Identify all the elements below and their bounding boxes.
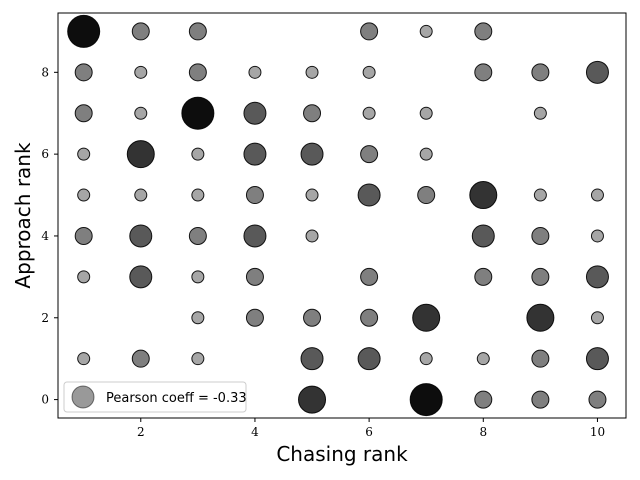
legend-box (63, 381, 247, 413)
data-point (300, 347, 324, 371)
data-point (588, 390, 607, 409)
data-point (305, 229, 319, 243)
data-point (474, 390, 493, 409)
data-point (585, 347, 609, 371)
data-point (74, 104, 93, 123)
data-point (77, 188, 91, 202)
ticks-layer: 2 4 6 8 10 0 2 4 6 8 (41, 65, 605, 439)
data-point (243, 142, 267, 166)
data-point (531, 267, 550, 286)
data-point (531, 63, 550, 82)
data-point (531, 349, 550, 368)
data-point (67, 14, 101, 48)
y-tick-label: 0 (41, 393, 49, 407)
data-point (126, 140, 155, 169)
x-tick-label: 4 (251, 425, 259, 439)
data-point (303, 308, 322, 327)
points-layer (67, 14, 609, 417)
legend-marker (71, 385, 95, 409)
data-point (134, 65, 148, 79)
data-point (419, 24, 433, 38)
x-tick-label: 8 (479, 425, 487, 439)
data-point (129, 224, 153, 248)
data-point (419, 147, 433, 161)
data-point (77, 352, 91, 366)
data-point (245, 308, 264, 327)
data-point (533, 188, 547, 202)
data-point (181, 96, 215, 130)
data-point (243, 101, 267, 125)
data-point (248, 65, 262, 79)
data-point (412, 303, 441, 332)
data-point (131, 349, 150, 368)
data-point (305, 188, 319, 202)
data-point (526, 303, 555, 332)
legend-label: Pearson coeff = -0.33 (106, 391, 247, 406)
data-point (188, 22, 207, 41)
data-point (300, 142, 324, 166)
data-point (419, 352, 433, 366)
x-tick-label: 10 (590, 425, 605, 439)
y-axis-label: Approach rank (11, 142, 35, 289)
data-point (360, 22, 379, 41)
data-point (191, 352, 205, 366)
data-point (303, 104, 322, 123)
data-point (191, 188, 205, 202)
data-point (74, 226, 93, 245)
data-point (77, 147, 91, 161)
data-point (590, 311, 604, 325)
x-tick-label: 6 (365, 425, 373, 439)
data-point (298, 385, 327, 414)
data-point (362, 65, 376, 79)
y-tick-label: 8 (41, 65, 49, 79)
data-point (245, 186, 264, 205)
data-point (305, 65, 319, 79)
y-tick-label: 4 (41, 229, 49, 243)
data-point (417, 186, 436, 205)
data-point (357, 183, 381, 207)
data-point (474, 63, 493, 82)
data-point (474, 22, 493, 41)
data-point (129, 265, 153, 289)
data-point (471, 224, 495, 248)
data-point (191, 147, 205, 161)
x-axis-label: Chasing rank (276, 442, 408, 466)
data-point (191, 311, 205, 325)
data-point (188, 63, 207, 82)
data-point (362, 106, 376, 120)
data-point (360, 145, 379, 164)
x-tick-label: 2 (137, 425, 145, 439)
data-point (191, 270, 205, 284)
data-point (131, 22, 150, 41)
data-point (474, 267, 493, 286)
data-point (188, 226, 207, 245)
data-point (245, 267, 264, 286)
data-point (360, 267, 379, 286)
data-point (134, 188, 148, 202)
data-point (585, 265, 609, 289)
data-point (77, 270, 91, 284)
legend: Pearson coeff = -0.33 (63, 381, 247, 413)
data-point (533, 106, 547, 120)
plot-frame (57, 12, 627, 419)
data-point (590, 229, 604, 243)
data-point (531, 226, 550, 245)
y-tick-label: 6 (41, 147, 49, 161)
data-point (134, 106, 148, 120)
data-point (74, 63, 93, 82)
data-point (243, 224, 267, 248)
data-point (585, 60, 609, 84)
data-point (360, 308, 379, 327)
data-point (531, 390, 550, 409)
data-point (590, 188, 604, 202)
data-point (357, 347, 381, 371)
data-point (476, 352, 490, 366)
data-point (419, 106, 433, 120)
data-point (409, 383, 443, 417)
y-tick-label: 2 (41, 311, 49, 325)
data-point (469, 181, 498, 210)
